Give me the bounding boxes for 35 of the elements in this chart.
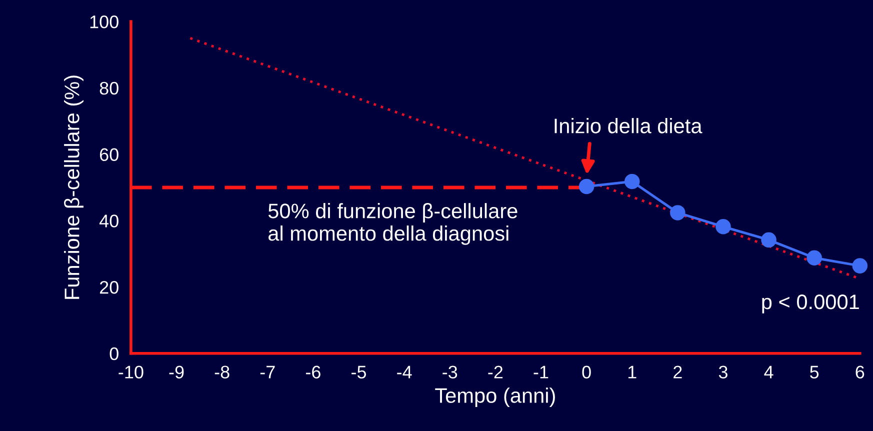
x-tick-label: 0 xyxy=(582,366,591,378)
point xyxy=(670,205,686,220)
x-tick-label: -3 xyxy=(442,366,458,378)
point xyxy=(578,178,594,194)
point xyxy=(806,250,822,266)
x-tick-label: -9 xyxy=(169,366,184,378)
x-tick-label: -1 xyxy=(534,366,548,378)
x-tick-label: -2 xyxy=(488,366,503,378)
y-tick-label: 40 xyxy=(99,214,118,228)
x-tick-label: 3 xyxy=(718,366,728,378)
x-tick-label: -4 xyxy=(397,366,412,378)
annotation: 50% di funzione β-cellulare al momento della diagnosi xyxy=(268,203,518,245)
point xyxy=(624,174,640,190)
annotation: p < 0.0001 xyxy=(762,294,859,314)
y-tick-label: 100 xyxy=(90,15,118,28)
point xyxy=(761,232,776,248)
y-axis-title: Funzione β-cellulare (%) xyxy=(64,76,84,299)
x-tick-label: 5 xyxy=(810,366,819,378)
x-tick-label: 6 xyxy=(856,366,864,378)
x-tick-label: -10 xyxy=(118,366,144,378)
y-tick-label: 20 xyxy=(100,280,118,294)
y-tick-label: 60 xyxy=(100,148,118,162)
x-tick-label: -5 xyxy=(352,366,366,378)
x-tick-label: 4 xyxy=(764,366,774,378)
point xyxy=(852,258,868,274)
x-axis-title: Tempo (anni) xyxy=(435,388,555,408)
x-tick-label: 2 xyxy=(674,366,682,378)
annotation: Inizio della dieta xyxy=(554,118,702,134)
x-tick-label: -6 xyxy=(306,366,320,378)
y-tick-label: 80 xyxy=(100,82,118,95)
x-tick-label: 1 xyxy=(628,366,636,378)
y-tick-label: 0 xyxy=(110,347,118,360)
x-tick-label: -7 xyxy=(260,366,275,378)
point xyxy=(716,219,731,234)
x-tick-label: -8 xyxy=(214,366,230,378)
